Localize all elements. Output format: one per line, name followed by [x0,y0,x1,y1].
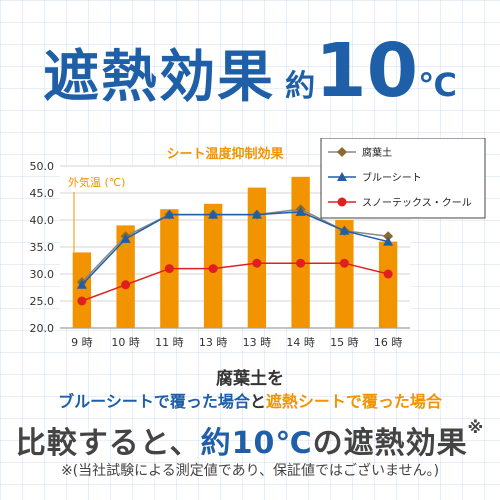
bar [72,252,92,328]
marker-triangle [164,209,175,219]
caption-bluesheet: ブルーシートで覆った場合 [58,392,250,411]
bar [247,187,267,328]
headline-prefix: 約 [285,69,316,104]
marker-triangle [383,236,394,246]
x-tick-label: 10 時 [111,336,140,349]
marker-triangle [251,209,262,219]
marker-circle [208,264,218,274]
legend-label: スノーテックス・クール [362,197,472,209]
caption-compare: 比較すると、 [15,426,201,461]
y-tick-label: 45.0 [30,187,55,200]
marker-diamond [337,147,347,157]
x-tick-label: 9 時 [71,336,93,349]
y-tick-label: 50.0 [30,160,55,173]
marker-circle [164,264,174,274]
bar [116,225,135,328]
y-tick-label: 20.0 [30,322,55,335]
x-tick-label: 11 時 [155,336,184,349]
marker-circle [77,296,87,306]
marker-triangle [76,279,87,289]
caption-and: と [249,392,266,411]
marker-circle [337,197,347,207]
marker-circle [252,258,262,268]
caption-ten-degrees: 約10℃ [200,426,313,461]
x-tick-label: 14 時 [286,336,315,349]
x-tick-label: 13 時 [243,336,272,349]
x-tick-label: 15 時 [330,336,359,349]
y-tick-labels: 20.0 25.0 30.0 35.0 40.0 45.0 50.0 [30,160,55,335]
headline-unit: ℃ [418,66,457,104]
x-tick-label: 16 時 [374,336,403,349]
marker-triangle [120,233,131,243]
caption-line-3: 比較すると、約10℃の遮熱効果※ [0,418,500,462]
annotation-label: 外気温 (℃) [68,175,125,189]
legend-label: ブルーシート [362,171,422,184]
series-path [81,262,389,302]
caption-line-1: 腐葉土を [216,369,284,389]
y-tick-label: 30.0 [30,268,55,281]
legend-entry: ブルーシート [328,171,422,184]
y-tick-label: 25.0 [30,295,55,308]
y-tick-label: 40.0 [30,214,55,227]
series-path [81,211,389,286]
marker-triangle [208,209,219,219]
y-tick-label: 35.0 [30,241,55,254]
caption-effect: の遮熱効果 [312,426,468,461]
caption-note-mark: ※ [467,418,485,437]
series-line [77,258,393,306]
caption-line-2: ブルーシートで覆った場合と遮熱シートで覆った場合 [0,388,500,412]
series-line [76,206,394,289]
headline-main: 遮熱効果 [43,45,276,110]
headline-number: 10 [315,28,419,114]
legend-label: 腐葉土 [362,146,392,159]
marker-circle [339,258,349,268]
chart-title: シート温度抑制効果 [166,146,283,162]
marker-triangle [295,206,306,216]
marker-circle [296,258,306,268]
headline: 遮熱効果 約10℃ [0,28,500,114]
x-tick-labels: 9 時 10 時 11 時 13 時 13 時 14 時 15 時 16 時 [71,336,402,349]
marker-circle [121,280,131,290]
legend-entry: 腐葉土 [328,146,392,159]
legend-entry: スノーテックス・クール [328,197,472,209]
marker-triangle [337,172,347,181]
bar [378,241,398,328]
caption-heatsheet: 遮熱シートで覆った場合 [265,392,442,411]
marker-diamond [383,231,394,242]
marker-circle [383,269,393,279]
marker-triangle [339,225,350,235]
bar [335,220,354,328]
caption-disclaimer: ※(当社試験による測定値であり、保証値ではございません。) [60,463,440,479]
line-series [76,204,394,306]
bar [291,176,310,328]
x-tick-label: 13 時 [199,336,228,349]
temperature-chart: シート温度抑制効果 20.0 25.0 30.0 35.0 40.0 45.0 50.0 9… [30,138,486,349]
